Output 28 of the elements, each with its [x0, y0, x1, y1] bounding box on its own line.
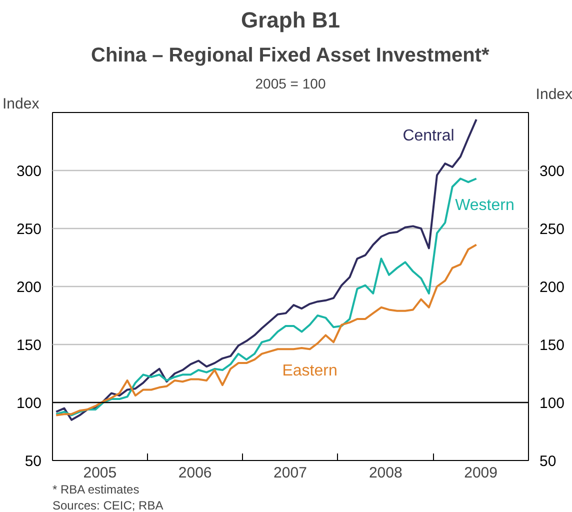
y2-tick-label: 200 — [540, 279, 565, 296]
x-tick-label: 2005 — [83, 464, 117, 482]
x-tick-label: 2008 — [368, 464, 402, 482]
text: * RBA estimates — [52, 482, 140, 496]
y-tick-label: 100 — [16, 395, 42, 412]
y-tick-label: 200 — [16, 279, 42, 296]
y-tick-label: 50 — [24, 453, 42, 470]
y-tick-label: 250 — [16, 221, 42, 238]
chart-subtitle: China – Regional Fixed Asset Investment* — [91, 44, 490, 66]
y-tick-label: 300 — [16, 163, 42, 180]
x-tick-label: 2009 — [464, 464, 498, 482]
chart-title: Graph B1 — [240, 8, 340, 32]
source-note: Sources: CEIC; RBA — [52, 498, 164, 512]
y2-tick-label: 150 — [540, 337, 565, 354]
y2-axis-title: Index — [536, 86, 572, 103]
series-label: Western — [455, 197, 514, 214]
y-tick-label: 150 — [16, 337, 42, 354]
y2-tick-label: 300 — [540, 163, 565, 180]
y-axis-title: Index — [2, 96, 40, 112]
y2-tick-label: 100 — [540, 395, 565, 412]
text: 2005 = 100 — [255, 76, 326, 92]
series-label: Eastern — [282, 362, 338, 380]
y2-tick-label: 50 — [540, 453, 556, 470]
line-series — [55, 244, 478, 416]
series-label: Central — [402, 128, 454, 145]
x-tick-label: 2006 — [178, 464, 212, 482]
y2-tick-label: 250 — [540, 221, 565, 238]
x-tick-label: 2007 — [274, 464, 307, 482]
